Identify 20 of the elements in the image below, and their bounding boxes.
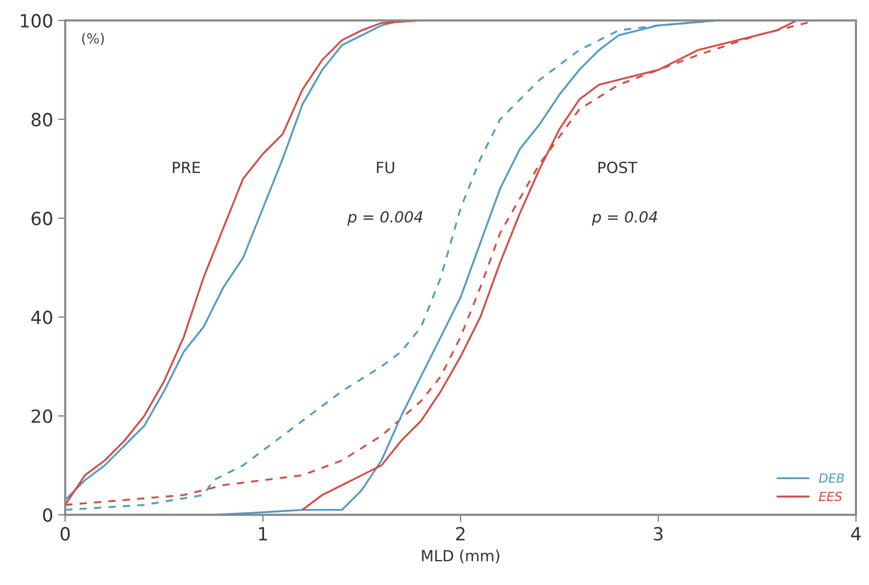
legend-label: DEB xyxy=(818,473,844,483)
x-tick-label: 0 xyxy=(60,526,70,541)
x-tick-label: 1 xyxy=(259,527,267,540)
annotation: p = 0.004 xyxy=(347,211,422,226)
y-tick-label: 100 xyxy=(20,14,52,28)
x-axis-title: MLD (mm) xyxy=(422,550,500,564)
annotation: FU xyxy=(376,162,394,174)
annotation: PRE xyxy=(172,162,200,173)
x-tick-label: 4 xyxy=(851,527,861,540)
y-tick-label: 80 xyxy=(32,112,52,126)
y-tick-label: 60 xyxy=(32,212,52,226)
x-tick-label: 3 xyxy=(654,526,663,541)
annotation: p = 0.04 xyxy=(592,211,658,226)
legend-label: EES xyxy=(818,492,842,502)
y-axis-title: (%) xyxy=(82,32,104,46)
y-tick-label: 20 xyxy=(32,409,52,424)
x-tick-label: 2 xyxy=(456,526,465,540)
y-tick-label: 0 xyxy=(43,508,52,522)
annotation: POST xyxy=(598,162,638,174)
y-tick-label: 40 xyxy=(31,310,52,324)
